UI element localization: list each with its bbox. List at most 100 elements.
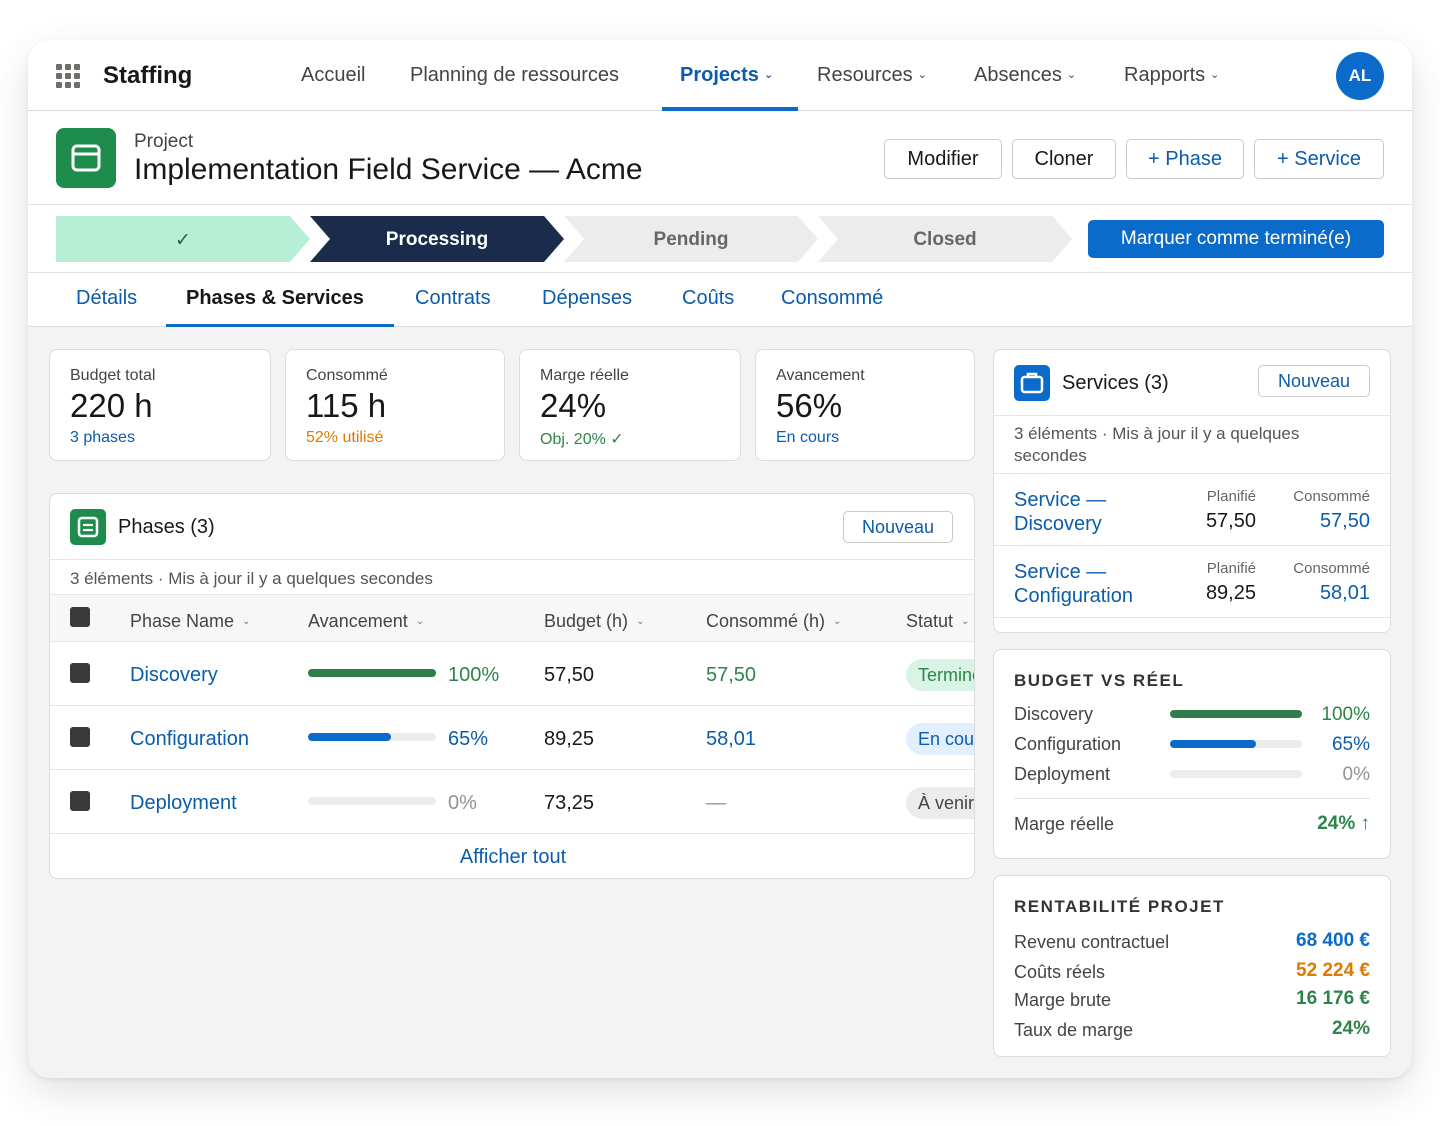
record-tabs: Détails Phases & Services Contrats Dépen…: [28, 273, 1412, 327]
page-title: Implementation Field Service — Acme: [134, 153, 643, 186]
progress-value: 0%: [1342, 764, 1370, 785]
phases-meta: 3 éléments · Mis à jour il y a quelques …: [70, 569, 433, 588]
progress-bar-fill: [1170, 740, 1256, 748]
phases-card: Phases (3) Nouveau 3 éléments · Mis à jo…: [49, 493, 975, 879]
path-stage-closed-label[interactable]: Closed: [913, 229, 977, 250]
kpi-value: 115 h: [306, 387, 387, 424]
phase-label: Configuration: [1014, 734, 1122, 754]
user-avatar[interactable]: AL: [1336, 52, 1384, 100]
services-card: Services (3) Nouveau 3 éléments · Mis à …: [993, 349, 1391, 633]
consumed-header: Consommé: [1293, 560, 1370, 577]
record-header: Project Implementation Field Service — A…: [28, 111, 1412, 205]
chevron-down-icon: ⌄: [636, 616, 645, 627]
column-header-budget[interactable]: Budget (h) ⌄: [544, 611, 645, 631]
kpi-label: Budget total: [70, 367, 156, 384]
new-service-button[interactable]: Nouveau: [1258, 365, 1370, 397]
divider: [994, 473, 1390, 474]
column-header-statut[interactable]: Statut ⌄: [906, 611, 970, 631]
object-type-label: Project: [134, 131, 194, 152]
row-checkbox[interactable]: [70, 791, 90, 811]
table-header: [50, 594, 974, 642]
add-phase-button[interactable]: + Phase: [1126, 139, 1244, 179]
progress-bar: [1170, 740, 1302, 748]
edit-button[interactable]: Modifier: [884, 139, 1002, 179]
status-badge: En cours: [906, 723, 974, 755]
progress-value: 65%: [1331, 734, 1370, 755]
divider: [50, 705, 974, 706]
kpi-sub: En cours: [776, 429, 840, 446]
nav-item-rapports[interactable]: Rapports ⌄: [1124, 64, 1220, 86]
column-header-avancement[interactable]: Avancement ⌄: [308, 611, 425, 631]
column-header-consomme[interactable]: Consommé (h) ⌄: [706, 611, 842, 631]
phases-title: Phases (3): [118, 516, 215, 538]
phase-name-link[interactable]: Deployment: [130, 792, 237, 814]
tab-depenses[interactable]: Dépenses: [542, 287, 633, 309]
costs-value: 52 224 €: [1296, 960, 1370, 981]
tab-details[interactable]: Détails: [76, 287, 138, 309]
progress-bar-fill: [308, 669, 436, 677]
app-window: Staffing Accueil Planning de ressources …: [28, 40, 1412, 1078]
services-title: Services (3): [1062, 372, 1169, 394]
chevron-down-icon: ⌄: [1066, 69, 1077, 81]
progress-bar: [308, 733, 436, 741]
add-service-button[interactable]: + Service: [1254, 139, 1384, 179]
path-stage-done: [56, 216, 310, 262]
chevron-down-icon: ⌄: [961, 616, 970, 627]
app-launcher-icon[interactable]: [56, 64, 80, 88]
consumed-value: 58,01: [1319, 582, 1370, 604]
path-stage-done-label[interactable]: ✓: [175, 230, 191, 251]
service-link[interactable]: Service — Discovery: [1014, 489, 1107, 535]
global-nav: Staffing Accueil Planning de ressources …: [28, 40, 1412, 111]
kpi-card-budget: Budget total 220 h 3 phases: [49, 349, 271, 461]
app-name: Staffing: [103, 62, 193, 89]
nav-item-resources[interactable]: Resources ⌄: [817, 64, 927, 86]
select-all-checkbox[interactable]: [70, 607, 90, 627]
budget-vs-real-card: BUDGET VS RÉEL Discovery 100% Configurat…: [993, 649, 1391, 859]
phase-label: Deployment: [1014, 764, 1111, 784]
nav-item-accueil[interactable]: Accueil: [301, 64, 366, 86]
budget-value: 89,25: [544, 728, 595, 750]
mark-complete-button[interactable]: Marquer comme terminé(e): [1088, 220, 1384, 258]
kpi-sub: Obj. 20% ✓: [540, 431, 624, 448]
kpi-card-progress: Avancement 56% En cours: [755, 349, 975, 461]
services-meta: 3 éléments · Mis à jour il y a quelques …: [1014, 424, 1300, 465]
tab-phases-services[interactable]: Phases & Services: [186, 287, 364, 309]
row-checkbox[interactable]: [70, 727, 90, 747]
clone-button[interactable]: Cloner: [1012, 139, 1116, 179]
margin-label: Marge réelle: [1014, 814, 1115, 834]
kpi-value: 24%: [540, 387, 607, 424]
tab-couts[interactable]: Coûts: [682, 287, 735, 309]
costs-label: Coûts réels: [1014, 962, 1106, 982]
kpi-value: 220 h: [70, 387, 153, 424]
nav-item-planning[interactable]: Planning de ressources: [410, 64, 620, 86]
progress-label: 0%: [448, 792, 477, 814]
column-header-phase-name[interactable]: Phase Name ⌄: [130, 611, 251, 631]
nav-item-absences[interactable]: Absences ⌄: [974, 64, 1077, 86]
nav-item-projects[interactable]: Projects ⌄: [680, 64, 774, 86]
kpi-label: Marge réelle: [540, 367, 629, 384]
kpi-card-consumed: Consommé 115 h 52% utilisé: [285, 349, 505, 461]
row-checkbox[interactable]: [70, 663, 90, 683]
new-phase-button[interactable]: Nouveau: [843, 511, 953, 543]
progress-bar-fill: [308, 733, 392, 741]
progress-label: 100%: [448, 664, 500, 686]
chevron-down-icon: ⌄: [917, 69, 927, 81]
profitability-card: RENTABILITÉ PROJET Revenu contractuel 68…: [993, 875, 1391, 1057]
show-all-link[interactable]: Afficher tout: [459, 846, 567, 868]
phases-icon: [70, 509, 106, 545]
service-link[interactable]: Service — Configuration: [1014, 561, 1133, 607]
phase-name-link[interactable]: Configuration: [130, 728, 249, 750]
budget-value: 73,25: [544, 792, 595, 814]
tab-contrats[interactable]: Contrats: [415, 287, 491, 309]
progress-bar: [1170, 770, 1302, 778]
path-stage-processing-label[interactable]: Processing: [385, 229, 489, 250]
consumed-value: 57,50: [706, 664, 757, 686]
chevron-down-icon: ⌄: [1210, 69, 1220, 81]
nav-active-indicator: [662, 107, 798, 111]
progress-bar: [308, 669, 436, 677]
tab-consomme[interactable]: Consommé: [781, 287, 884, 309]
phase-name-link[interactable]: Discovery: [130, 664, 218, 686]
planned-value: 89,25: [1205, 582, 1256, 604]
path-stage-pending-label[interactable]: Pending: [653, 229, 729, 250]
progress-value: 100%: [1321, 704, 1370, 725]
